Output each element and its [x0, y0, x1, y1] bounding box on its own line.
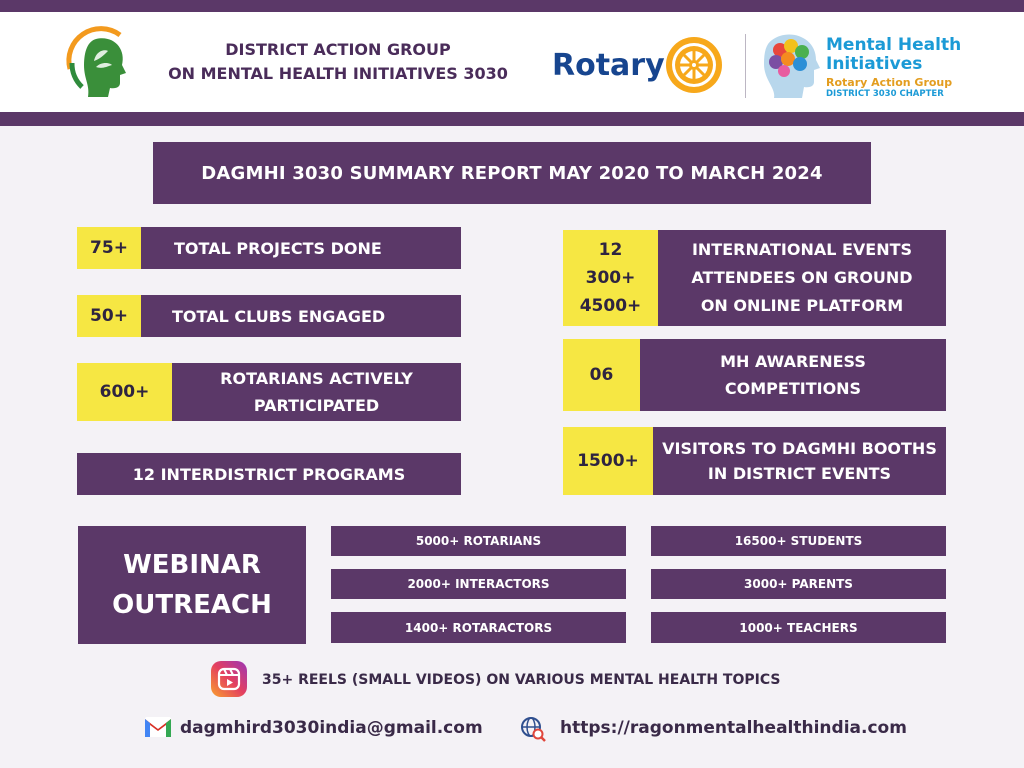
header-title-line2: ON MENTAL HEALTH INITIATIVES 3030: [168, 64, 508, 83]
webinar-interactors: 2000+ INTERACTORS: [331, 569, 626, 599]
header-title-line1: DISTRICT ACTION GROUP: [225, 40, 451, 59]
contact-website[interactable]: https://ragonmentalhealthindia.com: [560, 718, 907, 738]
clubs-value: 50+: [77, 295, 141, 337]
globe-search-icon: [521, 717, 546, 742]
visitors-label: VISITORS TO DAGMHI BOOTHS IN DISTRICT EV…: [653, 427, 946, 495]
reels-text: 35+ REELS (SMALL VIDEOS) ON VARIOUS MENT…: [262, 672, 781, 688]
webinar-parents: 3000+ PARENTS: [651, 569, 946, 599]
competitions-value: 06: [563, 339, 640, 411]
header-divider: [745, 34, 746, 98]
rotary-wordmark: Rotary: [552, 47, 665, 83]
top-band: [0, 0, 1024, 12]
clubs-label: TOTAL CLUBS ENGAGED: [141, 295, 461, 337]
report-title: DAGMHI 3030 SUMMARY REPORT MAY 2020 TO M…: [153, 142, 871, 204]
projects-value: 75+: [77, 227, 141, 269]
mhi-title: Mental Health Initiatives: [826, 36, 976, 76]
visitors-label-line1: VISITORS TO DAGMHI BOOTHS: [662, 439, 937, 458]
visitors-value: 1500+: [563, 427, 653, 495]
visitors-label-line2: IN DISTRICT EVENTS: [707, 464, 892, 483]
webinar-rotaractors: 1400+ ROTARACTORS: [331, 612, 626, 643]
webinar-outreach-title: WEBINAR OUTREACH: [78, 526, 306, 644]
instagram-reels-icon: [211, 661, 247, 697]
webinar-title-line1: WEBINAR: [123, 550, 261, 580]
rotarians-label-line1: ROTARIANS ACTIVELY: [220, 369, 413, 388]
events-value-international: 12: [598, 240, 623, 260]
rotarians-value: 600+: [77, 363, 172, 421]
mhi-subtitle: Rotary Action Group: [826, 76, 953, 89]
projects-label: TOTAL PROJECTS DONE: [141, 227, 461, 269]
care-for-mental-health-logo: [61, 22, 141, 102]
competitions-label-line1: MH AWARENESS: [720, 352, 866, 371]
contact-email[interactable]: dagmhird3030india@gmail.com: [180, 718, 483, 738]
header-bar: [0, 12, 1024, 112]
interdistrict-programs: 12 INTERDISTRICT PROGRAMS: [77, 453, 461, 495]
rotarians-label: ROTARIANS ACTIVELY PARTICIPATED: [172, 363, 461, 421]
events-values: 12 300+ 4500+: [563, 230, 658, 326]
rotary-wheel-icon: [666, 37, 722, 93]
mhi-title-line1: Mental Health: [826, 35, 962, 55]
mhi-chapter: DISTRICT 3030 CHAPTER: [826, 89, 944, 99]
webinar-rotarians: 5000+ ROTARIANS: [331, 526, 626, 556]
events-label-ground: ATTENDEES ON GROUND: [691, 268, 913, 287]
events-label-online: ON ONLINE PLATFORM: [700, 296, 904, 315]
webinar-teachers: 1000+ TEACHERS: [651, 612, 946, 643]
competitions-label-line2: COMPETITIONS: [724, 379, 862, 398]
header-title: DISTRICT ACTION GROUP ON MENTAL HEALTH I…: [150, 36, 526, 88]
mental-health-head-icon: [764, 34, 820, 98]
mhi-title-line2: Initiatives: [826, 54, 923, 74]
rotarians-label-line2: PARTICIPATED: [253, 396, 380, 415]
webinar-title-line2: OUTREACH: [112, 590, 272, 620]
competitions-label: MH AWARENESS COMPETITIONS: [640, 339, 946, 411]
webinar-students: 16500+ STUDENTS: [651, 526, 946, 556]
header-bottom-band: [0, 112, 1024, 126]
events-value-online: 4500+: [579, 296, 642, 316]
events-labels: INTERNATIONAL EVENTS ATTENDEES ON GROUND…: [658, 230, 946, 326]
events-label-international: INTERNATIONAL EVENTS: [691, 240, 913, 259]
events-value-ground: 300+: [585, 268, 636, 288]
gmail-icon: [145, 717, 171, 737]
